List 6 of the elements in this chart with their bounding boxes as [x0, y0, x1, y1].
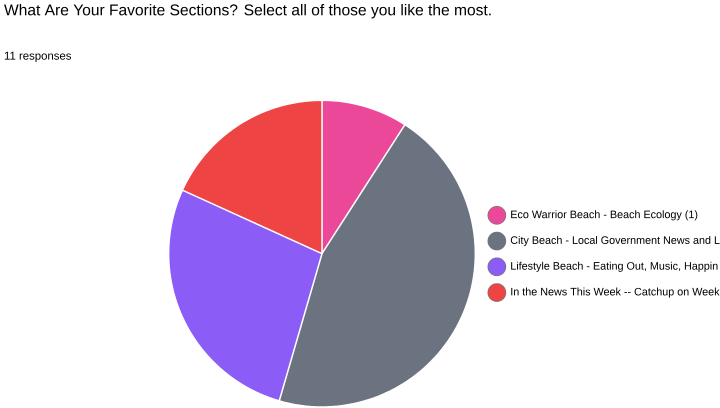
text: 11 responses: [4, 52, 72, 62]
legend-label: In the News This Week -- Catchup on Week: [511, 288, 720, 298]
legend-label: Eco Warrior Beach - Beach Ecology (1): [511, 210, 698, 220]
chart-title: What Are Your Favorite Sections? Select all of those you like the most.: [4, 4, 491, 19]
legend-label: City Beach - Local Government News and L: [510, 236, 720, 246]
legend-label: Lifestyle Beach - Eating Out, Music, Happin: [511, 262, 718, 272]
